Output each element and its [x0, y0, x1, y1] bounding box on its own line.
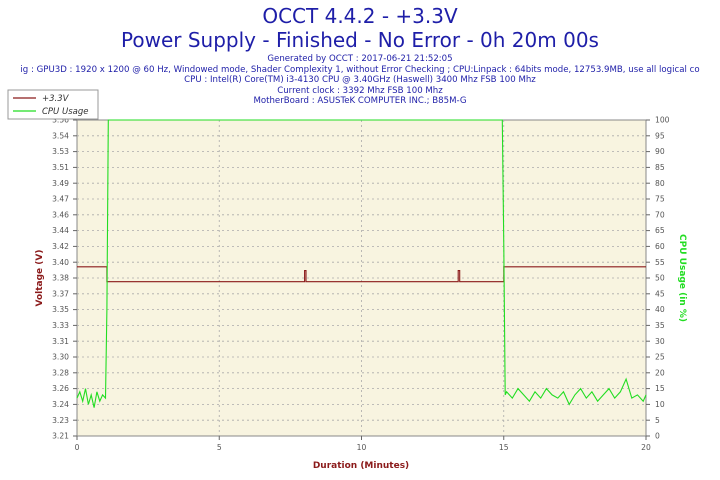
chart-title: OCCT 4.4.2 - +3.3V	[262, 4, 458, 28]
y-right-tick-label: 95	[655, 131, 665, 140]
y-left-tick-label: 3.54	[52, 131, 69, 140]
info-generated: Generated by OCCT : 2017-06-21 21:52:05	[267, 54, 453, 64]
series-line-voltage	[77, 266, 646, 283]
y-right-tick-label: 40	[655, 305, 665, 314]
y-left-tick-label: 3.30	[52, 353, 69, 362]
y-left-tick-label: 3.35	[52, 305, 69, 314]
y-left-tick-label: 3.49	[52, 179, 69, 188]
x-tick-label: 20	[641, 443, 651, 452]
y-right-tick-label: 0	[655, 432, 660, 441]
y-left-tick-label: 3.51	[52, 163, 69, 172]
info-clock: Current clock : 3392 Mhz FSB 100 Mhz	[277, 85, 443, 96]
y-right-tick-label: 10	[655, 400, 665, 409]
series-line-cpu-usage	[76, 119, 647, 408]
info-motherboard: MotherBoard : ASUSTeK COMPUTER INC.; B85…	[253, 96, 467, 106]
y-right-tick-label: 85	[655, 163, 665, 172]
y-left-tick-label: 3.38	[52, 274, 69, 283]
y-right-tick-label: 90	[655, 147, 665, 156]
y-right-tick-label: 30	[655, 337, 665, 346]
y-right-tick-label: 55	[655, 258, 665, 267]
y-left-tick-label: 3.24	[52, 400, 69, 409]
y-right-tick-label: 20	[655, 368, 665, 377]
x-tick-label: 15	[499, 443, 509, 452]
y-right-tick-label: 5	[655, 416, 660, 425]
info-config: ig : GPU3D : 1920 x 1200 @ 60 Hz, Window…	[20, 64, 700, 75]
y-right-tick-label: 60	[655, 242, 665, 251]
y-left-tick-label: 3.23	[52, 416, 69, 425]
y-right-tick-label: 50	[655, 274, 665, 283]
legend-box	[7, 89, 99, 120]
info-cpu: CPU : Intel(R) Core(TM) i3-4130 CPU @ 3.…	[184, 75, 536, 85]
y-left-tick-label: 3.56	[52, 116, 69, 125]
y-right-tick-label: 65	[655, 226, 665, 235]
y-left-tick-label: 3.46	[52, 210, 69, 219]
legend-label-voltage: +3.3V	[42, 94, 70, 104]
y-left-tick-label: 3.33	[52, 321, 69, 330]
y-left-tick-label: 3.37	[52, 289, 69, 298]
y-right-tick-label: 35	[655, 321, 665, 330]
y-left-tick-label: 3.28	[52, 368, 69, 377]
series-layer	[76, 119, 647, 408]
y-right-tick-label: 25	[655, 353, 665, 362]
y-left-tick-label: 3.53	[52, 147, 69, 156]
chart-subtitle: Power Supply - Finished - No Error - 0h …	[121, 28, 599, 52]
y-right-tick-label: 15	[655, 384, 665, 393]
x-tick-label: 0	[75, 443, 80, 452]
x-axis-title: Duration (Minutes)	[313, 461, 409, 471]
x-tick-label: 5	[217, 443, 222, 452]
y-left-tick-label: 3.21	[52, 432, 69, 441]
y-right-tick-label: 100	[655, 116, 670, 125]
legend: +3.3V CPU Usage	[7, 89, 99, 120]
y-right-tick-label: 45	[655, 289, 665, 298]
y-left-tick-label: 3.31	[52, 337, 69, 346]
header: OCCT 4.4.2 - +3.3V Power Supply - Finish…	[0, 0, 720, 107]
x-tick-label: 10	[357, 443, 367, 452]
tick-labels: 0 5 10 15 20 3.21 3.23 3.24 3.26 3.28 3.30 3.31 3.33…	[52, 116, 670, 452]
y-left-tick-label: 3.44	[52, 226, 69, 235]
legend-label-cpu: CPU Usage	[42, 107, 88, 117]
y-axis-left-title: Voltage (V)	[35, 250, 45, 307]
y-left-tick-label: 3.47	[52, 195, 69, 204]
y-left-tick-label: 3.42	[52, 242, 69, 251]
y-left-tick-label: 3.26	[52, 384, 69, 393]
y-axis-right-title: CPU Usage (in %)	[677, 234, 687, 322]
y-right-tick-label: 75	[655, 195, 665, 204]
y-right-tick-label: 80	[655, 179, 665, 188]
y-right-tick-label: 70	[655, 210, 665, 219]
y-left-tick-label: 3.40	[52, 258, 69, 267]
plot-area	[76, 119, 647, 437]
